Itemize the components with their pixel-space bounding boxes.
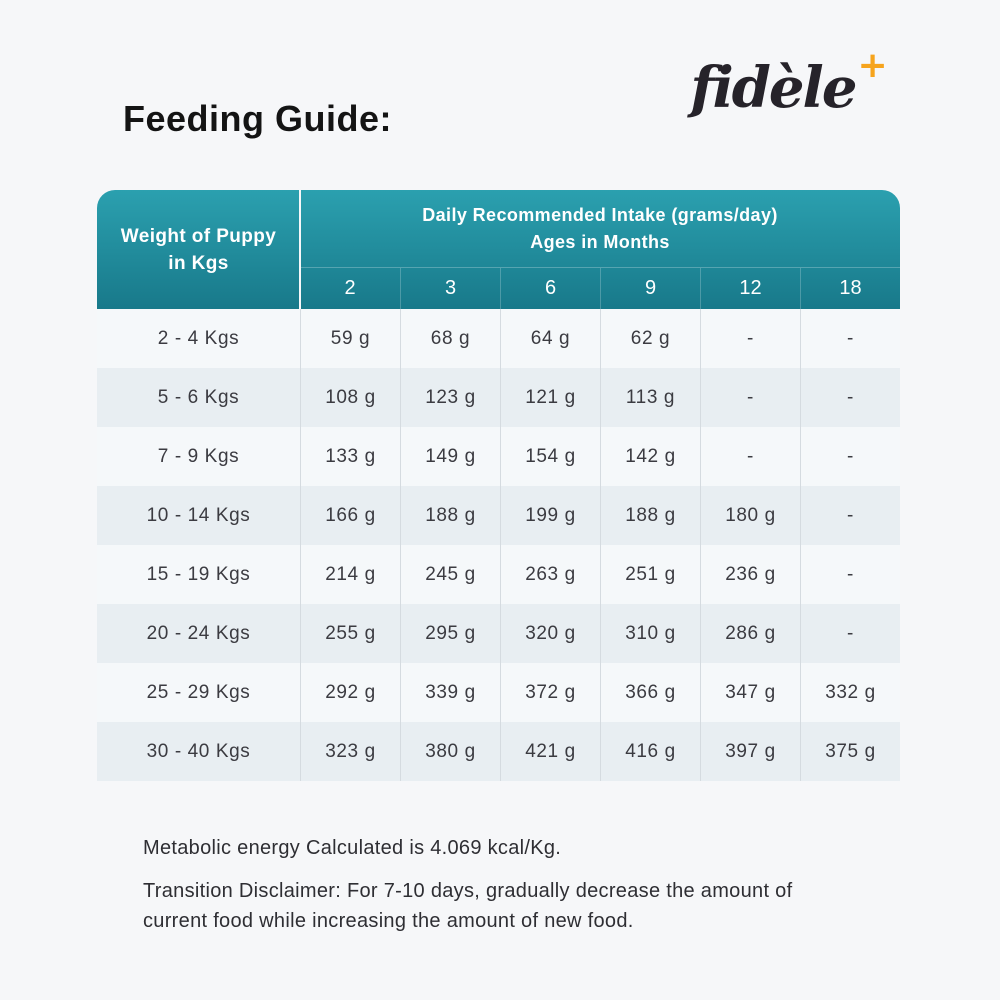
- value-cell: 320 g: [500, 604, 600, 663]
- table-row: 10 - 14 Kgs 166 g 188 g 199 g 188 g 180 g-: [97, 486, 900, 545]
- value-cell: 59 g: [300, 309, 400, 368]
- value-cell: 188 g: [400, 486, 500, 545]
- intake-header-line1: Daily Recommended Intake (grams/day): [422, 204, 778, 225]
- value-cell: 380 g: [400, 722, 500, 781]
- weight-cell: 25 - 29 Kgs: [146, 681, 251, 703]
- weight-cell: 2 - 4 Kgs: [157, 327, 240, 349]
- value-cell: 108 g: [300, 368, 400, 427]
- value-cell: 68 g: [400, 309, 500, 368]
- table-row: 5 - 6 Kgs 108 g 123 g 121 g 113 g--: [97, 368, 900, 427]
- value-cell: 123 g: [400, 368, 500, 427]
- month-header-cell: 2: [344, 277, 356, 299]
- weight-column-header: Weight of Puppy in Kgs: [97, 190, 300, 309]
- value-cell: -: [800, 309, 900, 368]
- feeding-guide-table: Weight of Puppy in Kgs Daily Recommended…: [97, 190, 900, 781]
- metabolic-energy-note: Metabolic energy Calculated is 4.069 kca…: [143, 837, 562, 859]
- value-cell: -: [800, 486, 900, 545]
- value-cell: -: [700, 427, 800, 486]
- value-cell: 310 g: [600, 604, 700, 663]
- weight-cell: 10 - 14 Kgs: [146, 504, 251, 526]
- transition-disclaimer-note: Transition Disclaimer: For 7-10 days, gr…: [143, 880, 793, 932]
- table-row: 2 - 4 Kgs 59 g 68 g 64 g 62 g--: [97, 309, 900, 368]
- weight-header-line1: Weight of Puppy: [120, 225, 277, 247]
- value-cell: -: [700, 309, 800, 368]
- page-title: Feeding Guide:: [123, 98, 393, 139]
- value-cell: 347 g: [700, 663, 800, 722]
- value-cell: 199 g: [500, 486, 600, 545]
- value-cell: 375 g: [800, 722, 900, 781]
- table-row: 7 - 9 Kgs 133 g 149 g 154 g 142 g--: [97, 427, 900, 486]
- value-cell: 149 g: [400, 427, 500, 486]
- table-row: 15 - 19 Kgs 214 g 245 g 263 g 251 g 236 g-: [97, 545, 900, 604]
- value-cell: 188 g: [600, 486, 700, 545]
- value-cell: 323 g: [300, 722, 400, 781]
- intake-header-group: Daily Recommended Intake (grams/day) Age…: [300, 190, 900, 309]
- value-cell: 397 g: [700, 722, 800, 781]
- table-header: Weight of Puppy in Kgs Daily Recommended…: [97, 190, 900, 309]
- table-row: 25 - 29 Kgs 292 g 339 g 372 g 366 g 347 g 332 …: [97, 663, 900, 722]
- table-row: 30 - 40 Kgs 323 g 380 g 421 g 416 g 397 g 375 …: [97, 722, 900, 781]
- value-cell: 166 g: [300, 486, 400, 545]
- weight-cell: 7 - 9 Kgs: [157, 445, 240, 467]
- weight-cell: 5 - 6 Kgs: [157, 386, 240, 408]
- months-row: 2 3 6 9 12 18: [300, 267, 900, 309]
- weight-header-line2: in Kgs: [168, 252, 229, 274]
- value-cell: 251 g: [600, 545, 700, 604]
- month-header-cell: 3: [400, 268, 500, 309]
- weight-cell: 30 - 40 Kgs: [146, 740, 251, 762]
- month-header-cell: 9: [600, 268, 700, 309]
- value-cell: 236 g: [700, 545, 800, 604]
- value-cell: 180 g: [700, 486, 800, 545]
- month-header-cell: 18: [800, 268, 900, 309]
- brand-logo: fidèle +: [690, 48, 887, 125]
- value-cell: 255 g: [300, 604, 400, 663]
- weight-cell: 15 - 19 Kgs: [146, 563, 251, 585]
- header-divider: [299, 190, 301, 309]
- value-cell: 142 g: [600, 427, 700, 486]
- brand-name: fidèle: [690, 55, 857, 121]
- table-body: 2 - 4 Kgs 59 g 68 g 64 g 62 g--5 - 6 Kgs 108 …: [97, 309, 900, 781]
- value-cell: -: [800, 368, 900, 427]
- value-cell: 62 g: [600, 309, 700, 368]
- value-cell: 286 g: [700, 604, 800, 663]
- table-row: 20 - 24 Kgs 255 g 295 g 320 g 310 g 286 g-: [97, 604, 900, 663]
- value-cell: 64 g: [500, 309, 600, 368]
- value-cell: -: [800, 427, 900, 486]
- value-cell: 263 g: [500, 545, 600, 604]
- value-cell: 366 g: [600, 663, 700, 722]
- value-cell: 214 g: [300, 545, 400, 604]
- weight-cell: 20 - 24 Kgs: [146, 622, 251, 644]
- value-cell: 416 g: [600, 722, 700, 781]
- value-cell: 372 g: [500, 663, 600, 722]
- value-cell: -: [800, 604, 900, 663]
- value-cell: 113 g: [600, 368, 700, 427]
- value-cell: 245 g: [400, 545, 500, 604]
- month-header-cell: 12: [700, 268, 800, 309]
- value-cell: 292 g: [300, 663, 400, 722]
- value-cell: -: [700, 368, 800, 427]
- intake-column-header: Daily Recommended Intake (grams/day) Age…: [300, 190, 900, 267]
- value-cell: 421 g: [500, 722, 600, 781]
- value-cell: 133 g: [300, 427, 400, 486]
- month-header-cell: 6: [500, 268, 600, 309]
- value-cell: 295 g: [400, 604, 500, 663]
- intake-header-line2: Ages in Months: [530, 231, 670, 252]
- value-cell: 339 g: [400, 663, 500, 722]
- value-cell: 121 g: [500, 368, 600, 427]
- value-cell: -: [800, 545, 900, 604]
- value-cell: 154 g: [500, 427, 600, 486]
- brand-plus-icon: +: [857, 45, 888, 86]
- value-cell: 332 g: [800, 663, 900, 722]
